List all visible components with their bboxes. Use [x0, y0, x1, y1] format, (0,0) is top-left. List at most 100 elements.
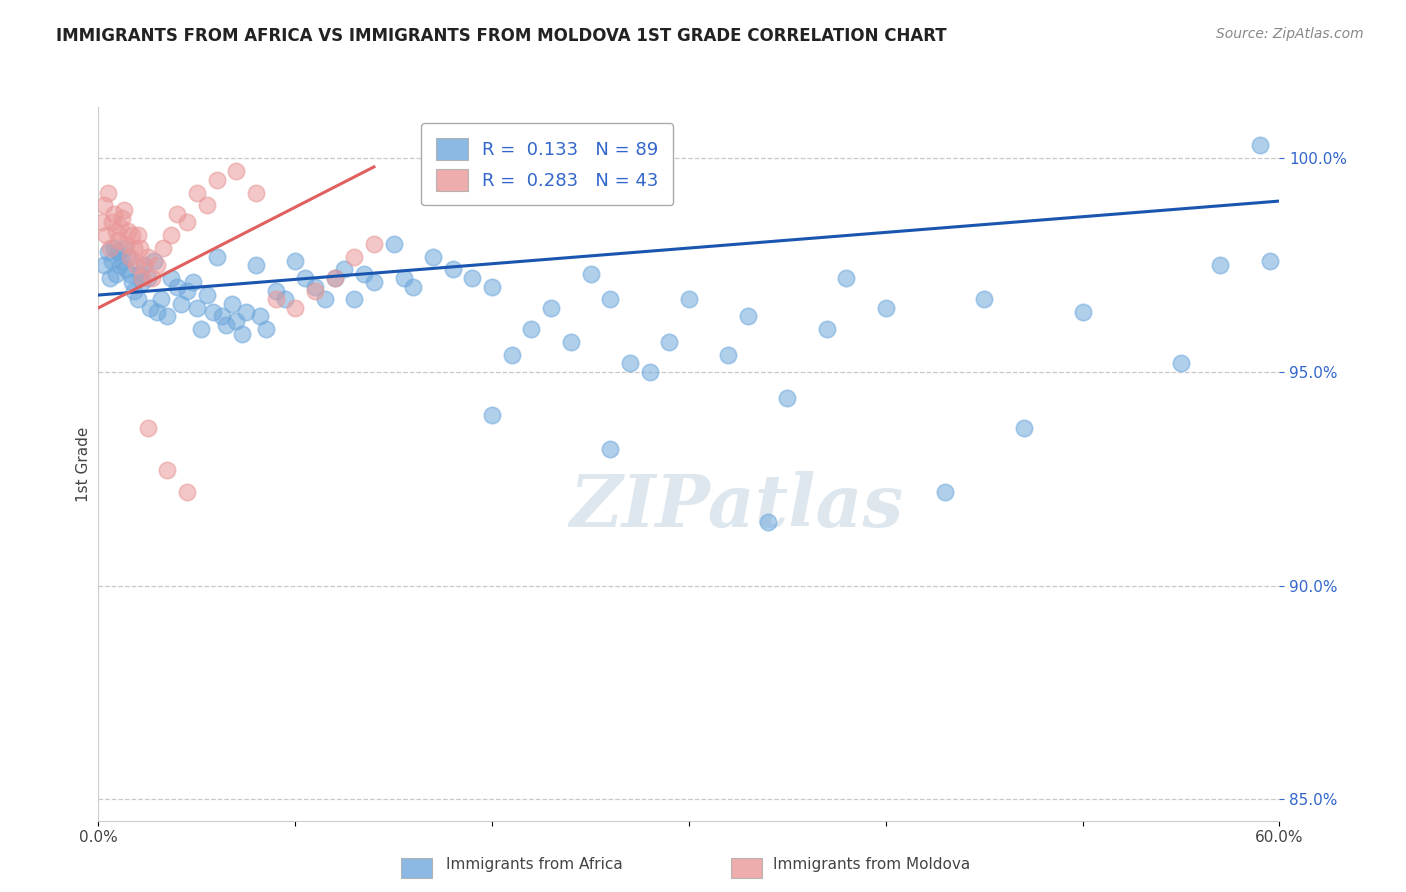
- Point: [127, 228, 149, 243]
- Point: [245, 258, 267, 272]
- Point: [353, 267, 375, 281]
- Point: [973, 293, 995, 307]
- Point: [343, 250, 366, 264]
- Point: [392, 271, 415, 285]
- Point: [122, 241, 145, 255]
- Point: [121, 228, 143, 243]
- Point: [190, 322, 212, 336]
- Legend: R =  0.133   N = 89, R =  0.283   N = 43: R = 0.133 N = 89, R = 0.283 N = 43: [422, 123, 673, 205]
- Point: [195, 198, 218, 212]
- Point: [136, 271, 159, 285]
- Point: [166, 279, 188, 293]
- Point: [402, 279, 425, 293]
- Point: [186, 301, 208, 315]
- Point: [132, 258, 155, 272]
- Point: [105, 267, 128, 281]
- Point: [678, 293, 700, 307]
- Point: [98, 241, 121, 255]
- Point: [146, 258, 169, 272]
- Point: [160, 271, 183, 285]
- Point: [717, 348, 740, 362]
- Point: [108, 219, 131, 234]
- Point: [156, 463, 179, 477]
- Point: [115, 262, 138, 277]
- Point: [205, 250, 228, 264]
- Point: [215, 318, 238, 332]
- Point: [363, 275, 385, 289]
- Point: [658, 334, 681, 349]
- Point: [815, 322, 838, 336]
- Point: [481, 279, 503, 293]
- Point: [97, 245, 120, 260]
- Point: [323, 271, 346, 285]
- Point: [304, 279, 326, 293]
- Point: [363, 236, 385, 251]
- Point: [235, 305, 257, 319]
- Point: [520, 322, 543, 336]
- Point: [125, 258, 148, 272]
- Point: [599, 293, 621, 307]
- Point: [756, 515, 779, 529]
- Point: [599, 442, 621, 456]
- Point: [111, 253, 134, 268]
- Point: [176, 484, 198, 499]
- Point: [221, 296, 243, 310]
- Point: [98, 271, 121, 285]
- Point: [323, 271, 346, 285]
- Point: [93, 258, 115, 272]
- Point: [170, 296, 193, 310]
- Point: [138, 301, 160, 315]
- Text: ZIPatlas: ZIPatlas: [569, 471, 903, 542]
- Point: [540, 301, 562, 315]
- Point: [136, 420, 159, 434]
- Point: [107, 245, 129, 260]
- Point: [934, 484, 956, 499]
- Point: [107, 233, 129, 247]
- Point: [1071, 305, 1094, 319]
- Point: [103, 207, 125, 221]
- Point: [560, 334, 582, 349]
- Point: [1249, 138, 1271, 153]
- Point: [176, 215, 198, 229]
- Point: [254, 322, 277, 336]
- Y-axis label: 1st Grade: 1st Grade: [76, 426, 91, 501]
- Point: [776, 391, 799, 405]
- Point: [314, 293, 336, 307]
- Point: [146, 305, 169, 319]
- Point: [166, 207, 188, 221]
- Point: [127, 293, 149, 307]
- Point: [205, 172, 228, 186]
- Point: [638, 365, 661, 379]
- Point: [225, 314, 247, 328]
- Point: [294, 271, 316, 285]
- Point: [152, 241, 174, 255]
- Point: [1012, 420, 1035, 434]
- Point: [835, 271, 858, 285]
- Point: [141, 271, 163, 285]
- Point: [481, 408, 503, 422]
- Point: [121, 275, 143, 289]
- Point: [619, 356, 641, 370]
- Point: [176, 284, 198, 298]
- Point: [343, 293, 366, 307]
- Point: [579, 267, 602, 281]
- Point: [142, 253, 165, 268]
- Point: [112, 241, 135, 255]
- Point: [136, 250, 159, 264]
- Point: [382, 236, 405, 251]
- Point: [118, 250, 141, 264]
- Point: [284, 253, 307, 268]
- Point: [128, 267, 150, 281]
- Point: [249, 310, 271, 324]
- Point: [304, 284, 326, 298]
- Point: [115, 236, 138, 251]
- Point: [284, 301, 307, 315]
- Point: [117, 250, 139, 264]
- Point: [118, 267, 141, 281]
- Point: [101, 253, 124, 268]
- Point: [195, 288, 218, 302]
- Point: [112, 202, 135, 217]
- Point: [231, 326, 253, 341]
- Point: [333, 262, 356, 277]
- Point: [91, 215, 114, 229]
